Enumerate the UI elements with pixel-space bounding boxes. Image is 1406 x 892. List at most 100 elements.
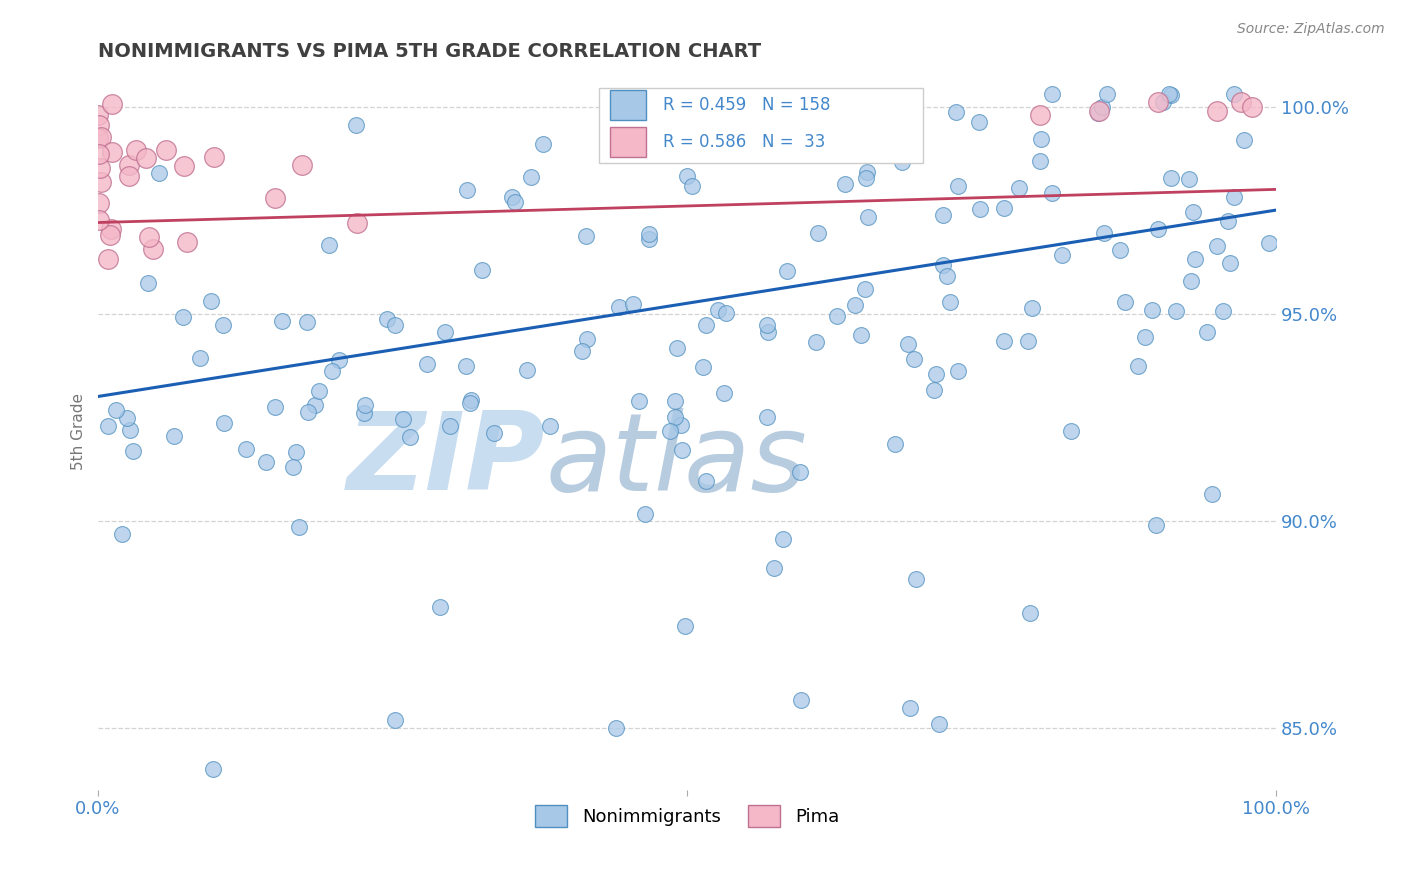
Point xyxy=(666,341,689,355)
FancyBboxPatch shape xyxy=(599,87,922,163)
Point xyxy=(1223,190,1246,204)
Point xyxy=(87,131,110,145)
Point xyxy=(173,159,195,173)
Point xyxy=(384,713,406,727)
Text: ZIP: ZIP xyxy=(347,408,546,513)
Point xyxy=(1040,186,1063,200)
Point xyxy=(1109,244,1132,258)
Point xyxy=(1160,88,1182,103)
Point xyxy=(321,364,343,378)
Point xyxy=(264,400,287,414)
Point xyxy=(97,252,120,266)
Point xyxy=(118,158,141,172)
Point xyxy=(176,235,198,249)
Point xyxy=(304,398,326,412)
Point xyxy=(772,532,794,546)
Point xyxy=(621,297,644,311)
Point xyxy=(1152,95,1174,109)
Point xyxy=(1114,294,1136,309)
Point xyxy=(104,403,127,417)
Point xyxy=(834,177,856,191)
Point xyxy=(375,311,398,326)
Point xyxy=(263,191,285,205)
Point xyxy=(214,416,236,430)
Point xyxy=(142,242,165,256)
Point xyxy=(163,428,186,442)
Point xyxy=(932,258,955,272)
Point xyxy=(692,360,714,375)
Point xyxy=(433,325,456,339)
Point xyxy=(676,169,699,183)
Point xyxy=(531,137,554,152)
Point xyxy=(898,701,921,715)
Point xyxy=(503,195,526,210)
Point xyxy=(713,385,735,400)
Point xyxy=(471,263,494,277)
Point xyxy=(100,222,122,236)
Point xyxy=(605,721,627,735)
Point xyxy=(297,405,319,419)
Point xyxy=(538,418,561,433)
Point xyxy=(967,115,990,129)
Point xyxy=(922,383,945,397)
Point xyxy=(416,357,439,371)
Point xyxy=(439,419,461,434)
Point xyxy=(1160,171,1182,186)
Point xyxy=(90,130,112,145)
Point xyxy=(1147,95,1170,110)
Point xyxy=(1201,487,1223,501)
Point xyxy=(1144,517,1167,532)
Point xyxy=(1094,226,1116,240)
Point xyxy=(138,230,160,244)
Point xyxy=(344,118,367,132)
Text: R = 0.459   N = 158: R = 0.459 N = 158 xyxy=(664,96,831,114)
Point xyxy=(969,202,991,217)
Point xyxy=(1008,181,1031,195)
Point xyxy=(235,442,257,456)
Point xyxy=(1040,87,1063,102)
Point xyxy=(755,410,778,425)
Point xyxy=(1241,99,1264,113)
Point xyxy=(1206,103,1229,118)
Point xyxy=(172,310,194,324)
Point xyxy=(1180,274,1202,288)
Point xyxy=(707,303,730,318)
Point xyxy=(201,762,224,776)
Point xyxy=(148,165,170,179)
Point xyxy=(673,618,696,632)
Point xyxy=(384,318,406,332)
Point xyxy=(776,264,799,278)
Point xyxy=(695,318,717,332)
Point xyxy=(520,170,543,185)
Point xyxy=(904,572,927,586)
Point xyxy=(1142,303,1164,318)
Point xyxy=(1017,334,1039,349)
Point xyxy=(936,268,959,283)
Point xyxy=(429,600,451,615)
Y-axis label: 5th Grade: 5th Grade xyxy=(72,393,86,470)
Point xyxy=(1212,304,1234,318)
Point xyxy=(98,228,121,243)
Point xyxy=(456,183,478,197)
Point xyxy=(1178,172,1201,186)
Point xyxy=(1060,425,1083,439)
Point xyxy=(346,215,368,229)
Point xyxy=(460,393,482,408)
Point xyxy=(576,332,599,346)
Text: NONIMMIGRANTS VS PIMA 5TH GRADE CORRELATION CHART: NONIMMIGRANTS VS PIMA 5TH GRADE CORRELAT… xyxy=(98,42,761,61)
Point xyxy=(807,226,830,240)
Point xyxy=(671,418,693,433)
Point xyxy=(664,394,686,409)
Point xyxy=(1088,103,1111,118)
Point xyxy=(695,474,717,488)
Point xyxy=(87,146,110,161)
Point xyxy=(270,314,292,328)
Point xyxy=(122,444,145,458)
Point xyxy=(284,445,307,459)
Point xyxy=(804,334,827,349)
Point xyxy=(212,318,235,332)
Point xyxy=(714,306,737,320)
Point xyxy=(1206,239,1229,253)
Point xyxy=(1164,304,1187,318)
Point xyxy=(924,367,946,381)
